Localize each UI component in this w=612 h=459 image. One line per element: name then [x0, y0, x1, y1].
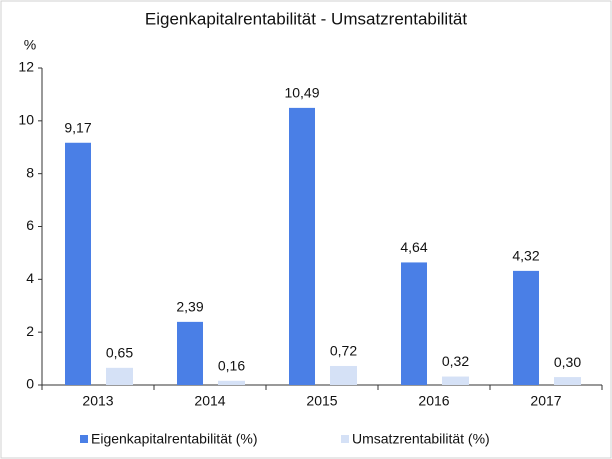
- y-tick-label: 0: [26, 376, 34, 392]
- bar: [513, 270, 539, 385]
- data-label: 0,30: [554, 354, 581, 370]
- legend-label: Eigenkapitalrentabilität (%): [91, 431, 258, 447]
- bar: [65, 142, 91, 385]
- data-label: 0,16: [218, 357, 245, 373]
- bar: [554, 377, 581, 385]
- data-label: 0,65: [106, 345, 133, 361]
- data-label: 9,17: [64, 119, 91, 135]
- y-tick-label: 4: [26, 270, 34, 286]
- data-label: 0,32: [442, 353, 469, 369]
- x-tick-label: 2017: [530, 393, 561, 409]
- y-axis-label: %: [24, 37, 36, 53]
- data-label: 4,64: [400, 239, 427, 255]
- y-tick-label: 2: [26, 323, 34, 339]
- data-label: 10,49: [284, 85, 319, 101]
- bar: [330, 365, 357, 385]
- x-tick-label: 2014: [194, 393, 225, 409]
- legend-swatch: [341, 435, 349, 443]
- bar: [289, 107, 315, 386]
- data-label: 0,72: [330, 343, 357, 359]
- legend-swatch: [80, 435, 88, 443]
- bar: [106, 367, 133, 385]
- bar: [401, 262, 427, 385]
- chart-title: Eigenkapitalrentabilität - Umsatzrentabi…: [145, 9, 467, 28]
- y-tick-label: 6: [26, 217, 34, 233]
- x-tick-label: 2016: [418, 393, 449, 409]
- x-tick-label: 2015: [306, 393, 337, 409]
- bar: [442, 376, 469, 385]
- data-label: 2,39: [176, 299, 203, 315]
- bar: [218, 380, 245, 385]
- bar: [177, 321, 203, 385]
- y-tick-label: 8: [26, 164, 34, 180]
- legend-label: Umsatzrentabilität (%): [352, 431, 490, 447]
- data-label: 4,32: [512, 248, 539, 264]
- y-tick-label: 10: [18, 112, 34, 128]
- x-tick-label: 2013: [82, 393, 113, 409]
- y-tick-label: 12: [18, 59, 34, 75]
